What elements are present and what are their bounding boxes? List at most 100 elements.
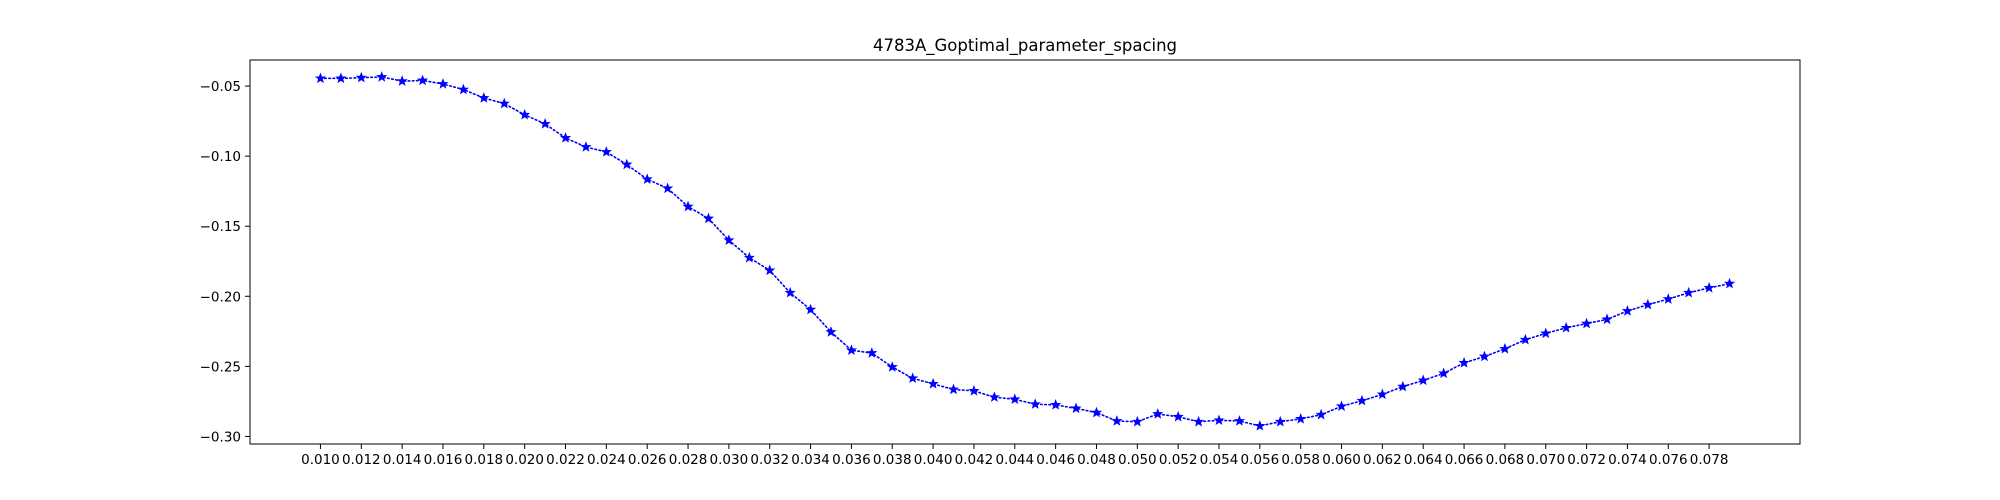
x-tick-label: 0.044 (995, 452, 1034, 468)
data-point (1642, 298, 1654, 310)
y-tick-label: −0.20 (200, 289, 241, 305)
data-point (1172, 410, 1184, 422)
data-point (437, 78, 449, 89)
x-tick-label: 0.060 (1322, 452, 1361, 468)
data-point (1621, 305, 1634, 316)
data-point (1376, 388, 1388, 400)
data-point (1254, 420, 1266, 431)
data-point (886, 361, 898, 372)
data-point (355, 71, 367, 83)
y-tick-label: −0.10 (200, 149, 241, 165)
y-tick-label: −0.30 (200, 429, 241, 445)
x-tick-label: 0.078 (1690, 452, 1729, 468)
y-tick-label: −0.15 (200, 219, 241, 235)
data-point (743, 251, 755, 263)
data-point (1111, 415, 1123, 426)
data-point (1601, 313, 1613, 325)
x-tick-label: 0.050 (1118, 452, 1157, 468)
data-point (1581, 317, 1593, 329)
data-point (1560, 321, 1572, 333)
x-tick-label: 0.014 (383, 452, 422, 468)
x-tick-label: 0.020 (505, 452, 544, 468)
data-point (1438, 367, 1450, 379)
data-point (1519, 333, 1531, 345)
x-tick-label: 0.046 (1036, 452, 1075, 468)
x-tick-label: 0.030 (710, 452, 749, 468)
x-tick-label: 0.036 (832, 452, 871, 468)
data-point (1356, 394, 1368, 406)
data-point (1050, 399, 1062, 410)
data-point (641, 173, 653, 185)
data-point (1213, 414, 1225, 426)
data-point (376, 71, 388, 82)
x-tick-label: 0.038 (873, 452, 912, 468)
x-tick-label: 0.012 (342, 452, 381, 468)
data-point (1458, 357, 1470, 368)
data-point (1274, 415, 1286, 427)
x-tick-label: 0.018 (464, 452, 503, 468)
data-point (416, 74, 429, 86)
data-point (1233, 415, 1245, 426)
data-point (1683, 286, 1695, 298)
x-tick-label: 0.076 (1649, 452, 1688, 468)
data-point (580, 141, 592, 152)
x-tick-label: 0.072 (1567, 452, 1606, 468)
data-point (335, 72, 347, 84)
x-tick-label: 0.028 (669, 452, 708, 468)
data-point (866, 347, 878, 358)
data-point (1397, 380, 1409, 392)
data-point (723, 234, 735, 245)
data-point (825, 326, 837, 337)
x-tick-label: 0.016 (424, 452, 463, 468)
data-point (1131, 415, 1143, 427)
x-tick-label: 0.068 (1486, 452, 1525, 468)
axes: 0.010 0.012 0.014 0.016 0.018 0.020 0.022 0.024… (200, 59, 1801, 468)
data-point (1193, 415, 1205, 427)
data-point (947, 383, 960, 395)
data-point (1540, 327, 1552, 339)
data-point (1090, 406, 1103, 418)
data-point (1478, 350, 1491, 362)
x-tick-label: 0.024 (587, 452, 626, 468)
data-point (478, 92, 490, 103)
x-tick-label: 0.070 (1526, 452, 1565, 468)
data-point (1029, 398, 1041, 409)
x-tick-label: 0.010 (301, 452, 340, 468)
data-point (702, 212, 715, 224)
series-layer (314, 71, 1736, 431)
y-tick-label: −0.25 (200, 359, 241, 375)
data-point (539, 118, 551, 129)
data-point (1070, 402, 1082, 414)
x-tick-label: 0.032 (750, 452, 789, 468)
chart-title: 4783A_Goptimal_parameter_spacing (873, 36, 1177, 56)
data-point (396, 75, 408, 86)
y-tick-label: −0.05 (200, 79, 241, 95)
x-tick-label: 0.058 (1281, 452, 1320, 468)
x-tick-label: 0.026 (628, 452, 667, 468)
data-point (559, 132, 572, 143)
data-point (927, 378, 939, 389)
series-line (319, 76, 1731, 427)
data-point (1009, 393, 1021, 405)
data-point (498, 97, 510, 109)
data-point (1417, 374, 1429, 386)
x-tick-label: 0.054 (1200, 452, 1239, 468)
data-point (784, 286, 796, 298)
data-point (1703, 282, 1715, 293)
data-point (764, 264, 776, 276)
data-point (314, 72, 327, 84)
x-tick-label: 0.056 (1241, 452, 1280, 468)
plot-frame (249, 59, 1801, 445)
data-point (907, 372, 919, 384)
x-tick-label: 0.074 (1608, 452, 1647, 468)
x-tick-label: 0.022 (546, 452, 585, 468)
data-point (968, 385, 980, 396)
data-point (1662, 293, 1674, 304)
data-point (845, 344, 857, 355)
data-point (1315, 408, 1327, 420)
data-point (1295, 413, 1307, 424)
x-tick-label: 0.052 (1159, 452, 1198, 468)
x-tick-label: 0.064 (1404, 452, 1443, 468)
